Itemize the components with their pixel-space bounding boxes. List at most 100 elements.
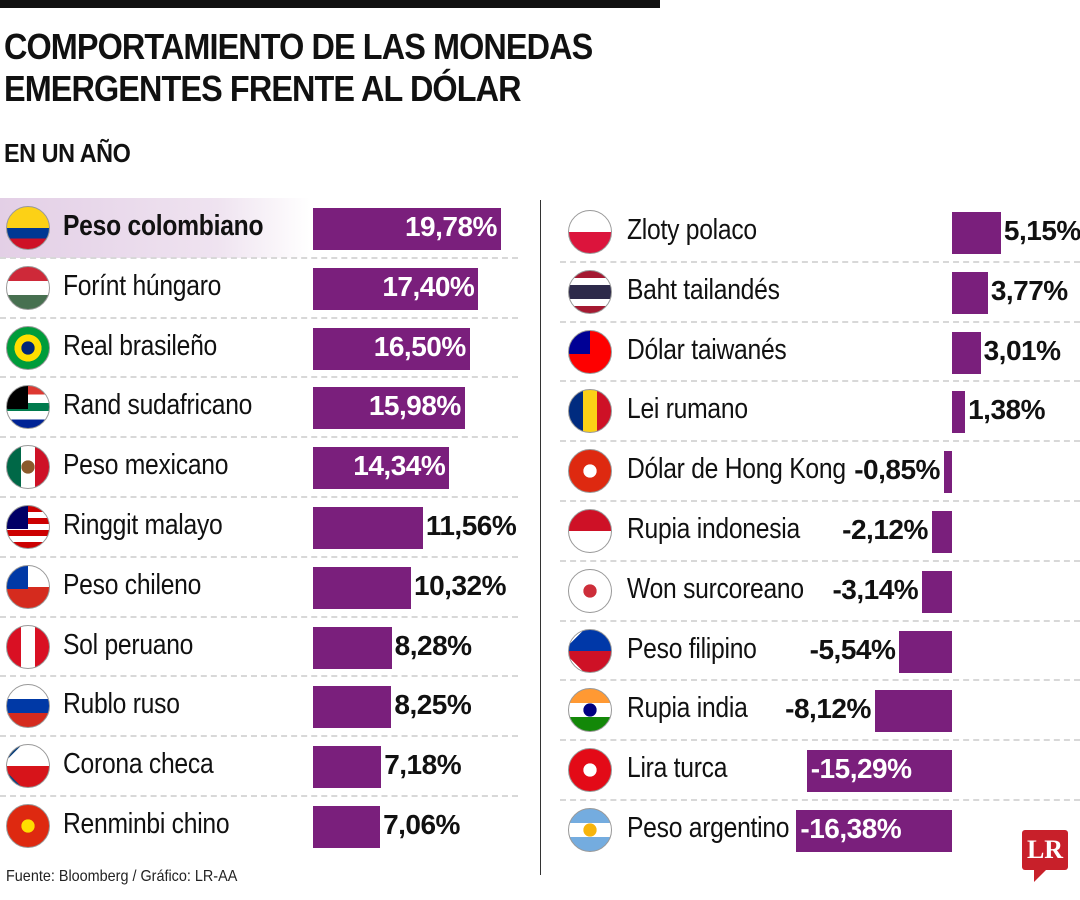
source-note: Fuente: Bloomberg / Gráfico: LR-AA: [6, 868, 238, 885]
bar-row: Peso filipino -5,54%: [560, 619, 1080, 681]
value-label: 14,34%: [353, 450, 446, 482]
romania-flag-icon: [568, 389, 612, 434]
highlight-background: [0, 198, 310, 258]
row-separator: [560, 619, 1080, 622]
value-label: 7,06%: [383, 809, 460, 840]
brazil-flag-icon: [6, 325, 50, 370]
value-label: 10,32%: [414, 569, 506, 601]
lr-logo: LR: [1022, 830, 1068, 882]
currency-name: Peso colombiano: [63, 210, 264, 242]
row-separator: [560, 500, 1080, 502]
currency-name: Peso mexicano: [63, 449, 229, 482]
currency-name: Zloty polaco: [627, 214, 757, 246]
currency-name: Won surcoreano: [627, 572, 804, 605]
argentina-flag-icon: [568, 808, 612, 852]
bar: [952, 212, 1001, 254]
indonesia-flag-icon: [568, 509, 612, 553]
value-label: 8,28%: [394, 629, 472, 661]
bar-row: Real brasileño 16,50%: [0, 316, 520, 378]
bar-row: Forínt húngaro 17,40%: [0, 256, 520, 318]
row-separator: [0, 256, 518, 259]
row-separator: [560, 559, 1080, 562]
thailand-flag-icon: [568, 269, 612, 314]
value-label: -16,38%: [800, 813, 902, 844]
value-label: 8,25%: [394, 689, 472, 721]
currency-name: Peso chileno: [63, 568, 202, 601]
peru-flag-icon: [6, 624, 50, 669]
bar-row: Peso argentino -16,38%: [560, 799, 1080, 860]
bar: [952, 331, 981, 374]
bar: [899, 630, 952, 673]
value-label: 3,77%: [990, 274, 1068, 306]
column-divider: [540, 200, 541, 875]
south-korea-flag-icon: [568, 568, 612, 613]
malaysia-flag-icon: [6, 505, 50, 549]
czech-flag-icon: [6, 744, 50, 789]
india-flag-icon: [568, 688, 612, 733]
bar: [313, 507, 423, 549]
bar-row: Rupia india -8,12%: [560, 679, 1080, 740]
bar-row: Rublo ruso 8,25%: [0, 675, 520, 736]
bar: [313, 447, 450, 490]
row-separator: [0, 735, 518, 738]
colombia-flag-icon: [6, 206, 50, 250]
bar-row: Baht tailandés 3,77%: [560, 260, 1080, 322]
bar-row: Peso mexicano 14,34%: [0, 436, 520, 497]
currency-name: Rupia indonesia: [627, 513, 800, 545]
bar: [952, 271, 988, 314]
row-separator: [0, 496, 518, 498]
value-label: -5,54%: [809, 633, 896, 665]
china-flag-icon: [6, 804, 50, 848]
bar-row: Peso chileno 10,32%: [0, 555, 520, 617]
row-separator: [0, 316, 518, 319]
hong-kong-flag-icon: [568, 449, 612, 494]
currency-name: Rublo ruso: [63, 688, 180, 721]
row-separator: [560, 260, 1080, 263]
chart-subtitle: EN UN AÑO: [4, 138, 131, 168]
bar-row: Rand sudafricano 15,98%: [0, 376, 520, 437]
bar: [931, 511, 952, 553]
currency-name: Lira turca: [627, 752, 728, 785]
currency-name: Rupia india: [627, 692, 748, 725]
bar: [943, 451, 952, 494]
row-separator: [560, 739, 1080, 742]
bar: [796, 810, 952, 852]
hungary-flag-icon: [6, 265, 50, 310]
row-separator: [560, 679, 1080, 682]
currency-name: Real brasileño: [63, 329, 218, 362]
bar: [874, 690, 952, 733]
bar-row: Sol peruano 8,28%: [0, 615, 520, 677]
value-label: 3,01%: [983, 334, 1061, 366]
bar-row: Dólar de Hong Kong -0,85%: [560, 440, 1080, 501]
row-separator: [0, 436, 518, 439]
bar: [313, 566, 412, 609]
value-label: 11,56%: [425, 510, 517, 541]
bar-row: Corona checa 7,18%: [0, 735, 520, 796]
bar: [952, 391, 966, 434]
poland-flag-icon: [568, 210, 612, 254]
bar-row: Renminbi chino 7,06%: [0, 795, 520, 856]
bar-row: Won surcoreano -3,14%: [560, 559, 1080, 621]
bar-row: Lira turca -15,29%: [560, 739, 1080, 800]
row-separator: [560, 380, 1080, 383]
currency-name: Lei rumano: [627, 393, 748, 426]
taiwan-flag-icon: [568, 329, 612, 374]
bar-row: Peso colombiano 19,78%: [0, 198, 520, 258]
value-label: -0,85%: [854, 454, 940, 486]
bar: [313, 806, 381, 848]
mexico-flag-icon: [6, 445, 50, 490]
bar-row: Zloty polaco 5,15%: [560, 202, 1080, 262]
value-label: 15,98%: [368, 390, 461, 422]
currency-name: Corona checa: [63, 748, 214, 781]
bar: [313, 746, 382, 789]
bar-row: Ringgit malayo 11,56%: [0, 496, 520, 557]
bar: [313, 208, 501, 250]
bar: [313, 626, 392, 669]
value-label: 5,15%: [1003, 215, 1080, 246]
currency-name: Dólar de Hong Kong: [627, 453, 846, 486]
currency-name: Peso filipino: [627, 632, 757, 665]
philippines-flag-icon: [568, 628, 612, 673]
row-separator: [0, 795, 518, 797]
title-line-2: EMERGENTES FRENTE AL DÓLAR: [4, 68, 522, 109]
value-label: -15,29%: [810, 753, 912, 785]
